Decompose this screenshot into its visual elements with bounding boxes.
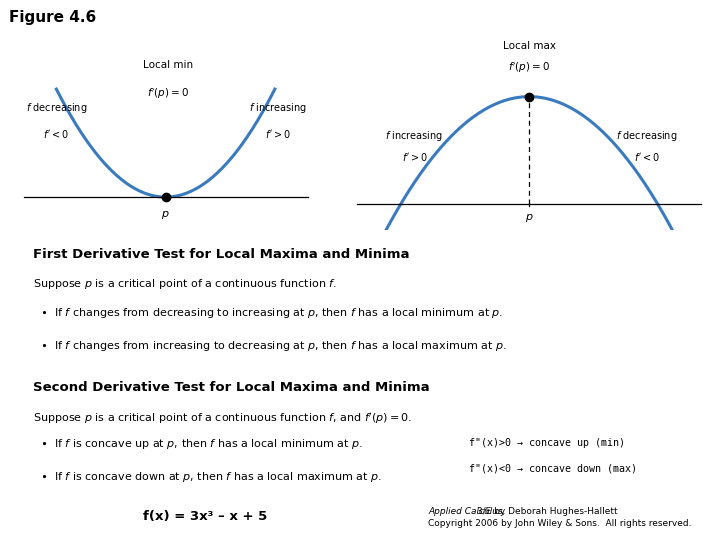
Text: $f$ increasing: $f$ increasing: [248, 100, 307, 114]
Text: Second Derivative Test for Local Maxima and Minima: Second Derivative Test for Local Maxima …: [33, 381, 430, 394]
Text: First Derivative Test for Local Maxima and Minima: First Derivative Test for Local Maxima a…: [33, 248, 410, 261]
Text: $f$ decreasing: $f$ decreasing: [26, 100, 87, 114]
Text: Local max: Local max: [503, 42, 556, 51]
Text: $f$ decreasing: $f$ decreasing: [616, 130, 678, 144]
Text: Suppose $p$ is a critical point of a continuous function $f$, and $f'(p) = 0$.: Suppose $p$ is a critical point of a con…: [33, 411, 412, 426]
Text: f(x) = 3x³ – x + 5: f(x) = 3x³ – x + 5: [143, 510, 267, 523]
Text: $\bullet$  If $f$ changes from decreasing to increasing at $p$, then $f$ has a l: $\bullet$ If $f$ changes from decreasing…: [40, 306, 503, 320]
Text: Copyright 2006 by John Wiley & Sons.  All rights reserved.: Copyright 2006 by John Wiley & Sons. All…: [428, 519, 692, 528]
Text: Suppose $p$ is a critical point of a continuous function $f$.: Suppose $p$ is a critical point of a con…: [33, 278, 337, 292]
Text: f"(x)>0 → concave up (min): f"(x)>0 → concave up (min): [469, 438, 625, 448]
Text: $f$ increasing: $f$ increasing: [385, 130, 444, 144]
Text: $f' < 0$: $f' < 0$: [634, 151, 660, 163]
Text: $\bullet$  If $f$ changes from increasing to decreasing at $p$, then $f$ has a l: $\bullet$ If $f$ changes from increasing…: [40, 339, 507, 353]
Text: $p$: $p$: [525, 212, 534, 224]
Text: $f' > 0$: $f' > 0$: [265, 127, 290, 140]
Text: $f' > 0$: $f' > 0$: [402, 151, 428, 163]
Text: $p$: $p$: [161, 210, 170, 221]
Text: Figure 4.6: Figure 4.6: [9, 10, 96, 25]
Text: $f'(p)=0$: $f'(p)=0$: [148, 87, 189, 101]
Text: $f'(p)=0$: $f'(p)=0$: [508, 60, 550, 75]
Text: Applied Calculus,: Applied Calculus,: [428, 508, 506, 516]
Text: $f' < 0$: $f' < 0$: [43, 127, 69, 140]
Text: f"(x)<0 → concave down (max): f"(x)<0 → concave down (max): [469, 463, 636, 473]
Text: 3/E by Deborah Hughes-Hallett: 3/E by Deborah Hughes-Hallett: [474, 508, 617, 516]
Text: $\bullet$  If $f$ is concave up at $p$, then $f$ has a local minimum at $p$.: $\bullet$ If $f$ is concave up at $p$, t…: [40, 437, 363, 451]
Text: $\bullet$  If $f$ is concave down at $p$, then $f$ has a local maximum at $p$.: $\bullet$ If $f$ is concave down at $p$,…: [40, 470, 382, 484]
Text: Local min: Local min: [143, 59, 194, 70]
